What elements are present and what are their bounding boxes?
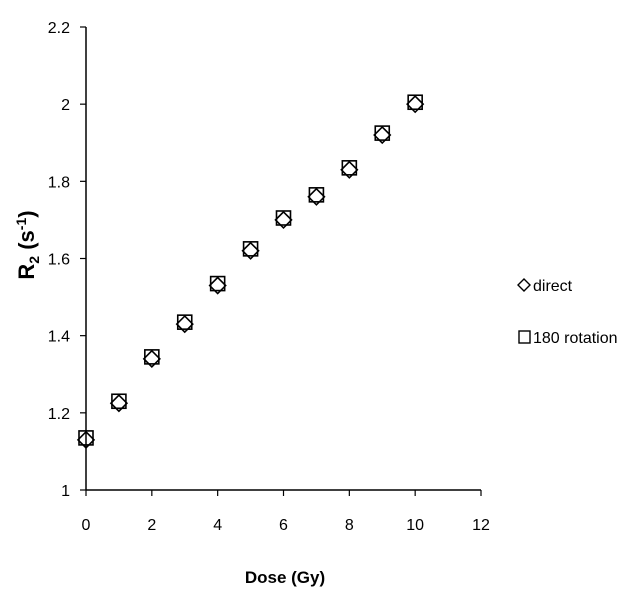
- x-tick-label: 2: [147, 517, 156, 534]
- point-180-rotation: [341, 160, 358, 176]
- legend-label: 180 rotation: [533, 330, 618, 347]
- point-180-rotation: [111, 393, 127, 410]
- x-ticks: 0 2 4 6 8 10 12: [82, 490, 490, 534]
- point-direct: [274, 210, 293, 230]
- point-180-rotation: [308, 187, 325, 203]
- y-axis-title-unit-close: ): [14, 210, 39, 217]
- legend-diamond-icon: [517, 278, 531, 292]
- legend: direct 180 rotation: [517, 278, 618, 347]
- point-direct: [373, 125, 392, 145]
- y-axis-title: R2 (s-1): [13, 210, 42, 279]
- point-direct: [208, 276, 227, 295]
- legend-square-icon: [518, 330, 531, 344]
- x-tick-label: 0: [82, 517, 91, 534]
- legend-label: direct: [533, 278, 573, 295]
- y-ticks: 1 1.2 1.4 1.6 1.8 2 2.2: [48, 20, 86, 500]
- point-180-rotation: [209, 275, 226, 292]
- point-180-rotation: [242, 241, 259, 257]
- y-tick-label: 1.6: [48, 252, 70, 269]
- plot-area: 0 2 4 6 8 10 12 1 1.2 1.4 1.6 1.8 2 2.2: [48, 20, 490, 534]
- point-180-rotation: [407, 94, 423, 111]
- point-direct: [76, 430, 96, 449]
- point-direct: [175, 314, 194, 334]
- x-tick-label: 8: [345, 517, 354, 534]
- y-tick-label: 2: [61, 97, 70, 114]
- data-points: [76, 94, 425, 449]
- x-tick-label: 12: [472, 517, 490, 534]
- point-direct: [241, 241, 260, 260]
- y-axis-title-main: R: [14, 264, 39, 280]
- y-axis-title-unit-open: (s: [14, 230, 39, 256]
- point-180-rotation: [275, 210, 292, 226]
- x-tick-label: 6: [279, 517, 288, 534]
- y-axis-title-sup: -1: [13, 218, 29, 231]
- x-tick-label: 4: [213, 517, 222, 534]
- point-direct: [307, 187, 326, 206]
- y-tick-label: 1.8: [48, 174, 70, 191]
- point-180-rotation: [374, 125, 391, 141]
- point-180-rotation: [176, 314, 193, 330]
- y-tick-label: 1.2: [48, 406, 70, 423]
- point-direct: [340, 160, 359, 179]
- y-tick-label: 1: [61, 483, 70, 500]
- y-axis-title-sub: 2: [26, 256, 42, 264]
- point-180-rotation: [78, 430, 94, 446]
- y-tick-label: 1.4: [48, 329, 70, 346]
- x-tick-label: 10: [406, 517, 424, 534]
- x-axis-title: Dose (Gy): [245, 568, 325, 587]
- point-direct: [109, 394, 129, 413]
- point-180-rotation: [144, 349, 160, 365]
- svg-text:R2 (s-1): R2 (s-1): [13, 210, 42, 279]
- y-tick-label: 2.2: [48, 20, 70, 37]
- point-direct: [142, 349, 161, 368]
- point-direct: [406, 95, 425, 114]
